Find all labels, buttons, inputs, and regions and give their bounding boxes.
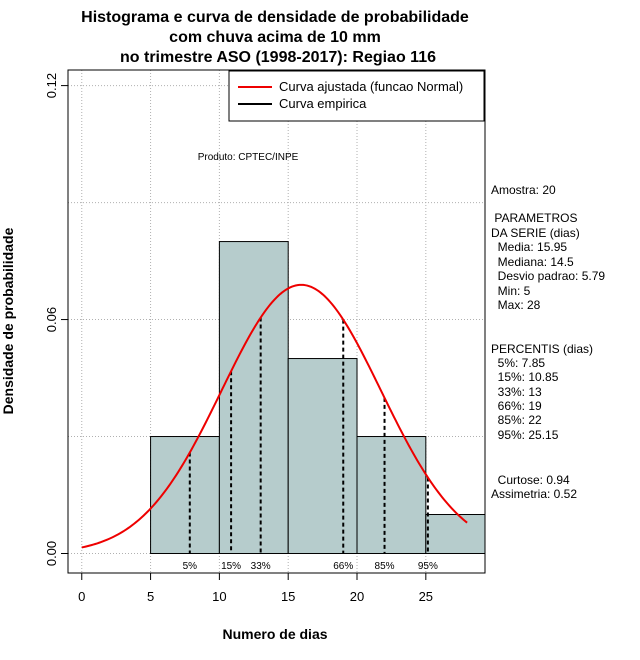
x-tick-label-1: 5 bbox=[147, 589, 154, 604]
y-axis: 0.00 0.06 0.12 bbox=[44, 73, 68, 566]
percentile-label-3: 66% bbox=[333, 561, 353, 572]
legend-label-empirical: Curva empirica bbox=[279, 96, 367, 111]
histogram-bar bbox=[287, 358, 358, 555]
percentile-lines: 5% 15% 33% 66% 85% 95% bbox=[183, 317, 438, 572]
stat-p5: 5%: 7.85 bbox=[491, 356, 545, 370]
sample-size: Amostra: 20 bbox=[491, 183, 556, 197]
histogram-bar bbox=[425, 514, 486, 555]
x-tick-label-4: 20 bbox=[350, 589, 364, 604]
y-axis-label: Densidade de probabilidade bbox=[0, 227, 16, 414]
grid bbox=[68, 70, 485, 573]
chart-title-line-3: no trimestre ASO (1998-2017): Regiao 116 bbox=[120, 49, 436, 66]
stat-mediana: Mediana: 14.5 bbox=[491, 255, 574, 269]
x-axis-label: Numero de dias bbox=[222, 626, 327, 642]
stat-p33: 33%: 13 bbox=[491, 385, 542, 399]
params-title-2: DA SERIE (dias) bbox=[491, 226, 580, 240]
legend-box bbox=[228, 70, 485, 122]
percentile-label-5: 95% bbox=[418, 561, 438, 572]
chart-title-line-1: Histograma e curva de densidade de proba… bbox=[81, 9, 469, 26]
percentile-label-2: 33% bbox=[251, 561, 271, 572]
stat-curtose: Curtose: 0.94 bbox=[491, 473, 570, 487]
stat-min: Min: 5 bbox=[491, 284, 531, 298]
legend: Curva ajustada (funcao Normal) Curva emp… bbox=[228, 70, 485, 122]
histogram-bar bbox=[356, 436, 427, 555]
stats-panel: Amostra: 20 PARAMETROS DA SERIE (dias) M… bbox=[491, 183, 605, 501]
params-title-1: PARAMETROS bbox=[491, 211, 577, 225]
y-tick-label-1: 0.06 bbox=[44, 307, 59, 332]
percentile-label-4: 85% bbox=[375, 561, 395, 572]
plot-frame bbox=[67, 69, 486, 574]
stat-desvio: Desvio padrao: 5.79 bbox=[491, 269, 605, 283]
x-axis: 0 5 10 15 20 25 bbox=[78, 573, 433, 604]
stat-p85: 85%: 22 bbox=[491, 413, 542, 427]
y-tick-label-0: 0.00 bbox=[44, 541, 59, 566]
x-tick-label-0: 0 bbox=[78, 589, 85, 604]
percentile-label-0: 5% bbox=[183, 561, 198, 572]
normal-fit-curve bbox=[81, 283, 468, 549]
percentile-label-1: 15% bbox=[221, 561, 241, 572]
stat-p95: 95%: 25.15 bbox=[491, 428, 559, 442]
x-tick-label-5: 25 bbox=[419, 589, 433, 604]
x-tick-label-2: 10 bbox=[212, 589, 226, 604]
stat-p66: 66%: 19 bbox=[491, 399, 542, 413]
histogram-bar bbox=[218, 241, 289, 555]
x-tick-label-3: 15 bbox=[281, 589, 295, 604]
histogram-bars bbox=[150, 241, 486, 555]
chart-title-line-2: com chuva acima de 10 mm bbox=[169, 29, 381, 46]
percentis-title: PERCENTIS (dias) bbox=[491, 342, 593, 356]
stat-max: Max: 28 bbox=[491, 298, 541, 312]
credit-text: Produto: CPTEC/INPE bbox=[198, 152, 299, 163]
stat-assimetria: Assimetria: 0.52 bbox=[491, 487, 577, 501]
stat-p15: 15%: 10.85 bbox=[491, 370, 559, 384]
y-tick-label-2: 0.12 bbox=[44, 73, 59, 98]
legend-label-fit: Curva ajustada (funcao Normal) bbox=[279, 79, 463, 94]
stat-media: Media: 15.95 bbox=[491, 240, 567, 254]
